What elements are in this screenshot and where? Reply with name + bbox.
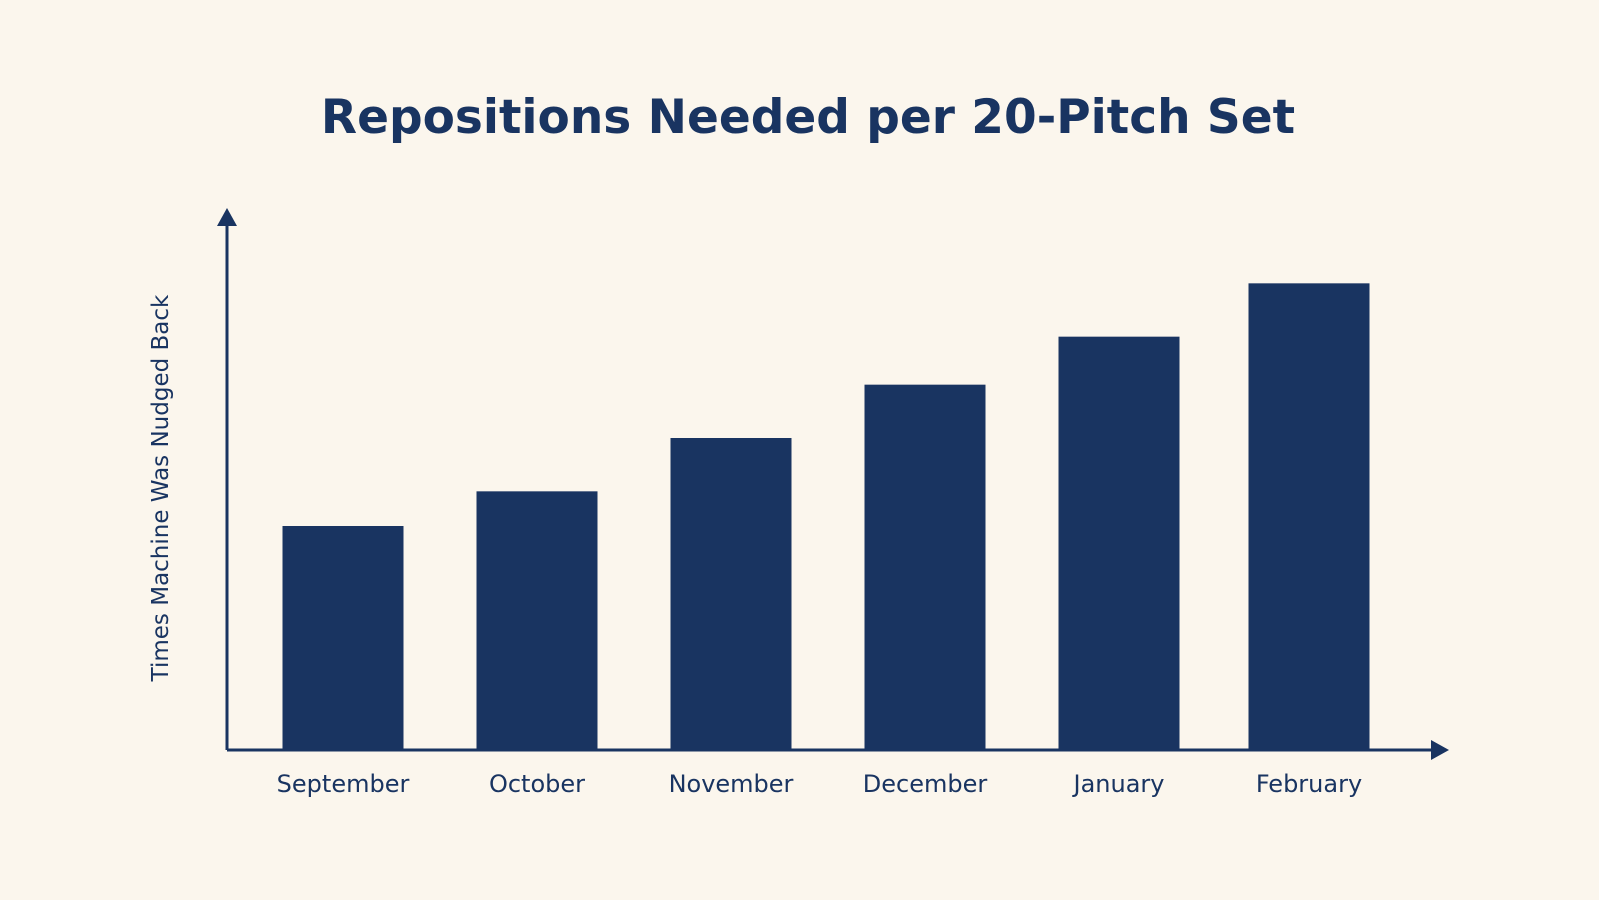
chart-title: Repositions Needed per 20-Pitch Set (321, 90, 1295, 145)
bar-november (670, 438, 792, 750)
bar-october (476, 491, 598, 750)
bar-february (1248, 283, 1370, 750)
x-axis-arrowhead (1431, 740, 1449, 760)
y-axis-label: Times Machine Was Nudged Back (148, 294, 174, 682)
y-axis-arrowhead (217, 208, 237, 226)
x-tick-label-february: February (1256, 770, 1362, 798)
x-tick-label-october: October (489, 770, 585, 798)
x-tick-label-september: September (277, 770, 410, 798)
x-tick-label-december: December (863, 770, 988, 798)
bar-january (1058, 336, 1180, 750)
bar-december (864, 384, 986, 750)
bars-group (282, 283, 1370, 750)
x-tick-labels: September October November December January F… (277, 770, 1363, 798)
bar-september (282, 526, 404, 750)
x-tick-label-january: January (1072, 770, 1165, 798)
x-tick-label-november: November (669, 770, 794, 798)
